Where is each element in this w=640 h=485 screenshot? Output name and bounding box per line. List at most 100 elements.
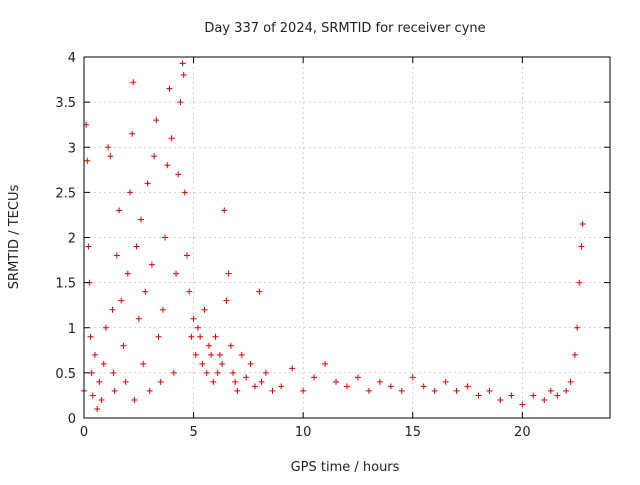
- data-point: [113, 252, 120, 259]
- data-point: [221, 207, 228, 214]
- data-point: [129, 130, 136, 137]
- data-point: [118, 297, 125, 304]
- data-point: [247, 360, 254, 367]
- data-point: [262, 369, 269, 376]
- data-point: [94, 405, 101, 412]
- data-point: [475, 392, 482, 399]
- data-point: [530, 392, 537, 399]
- data-point: [162, 234, 169, 241]
- data-point: [98, 396, 105, 403]
- data-point: [153, 117, 160, 124]
- data-point: [87, 333, 94, 340]
- data-point: [175, 171, 182, 178]
- data-point: [122, 378, 129, 385]
- y-tick-label: 1.5: [55, 277, 76, 292]
- data-point: [124, 270, 131, 277]
- data-point: [563, 387, 570, 394]
- axis-ticks: 0 5 10 15 20 0 0.5 1 1.5 2 2.5 3 3.5 4: [55, 51, 610, 440]
- data-point: [105, 144, 112, 151]
- data-point: [188, 333, 195, 340]
- data-point: [256, 288, 263, 295]
- data-point: [420, 383, 427, 390]
- data-point: [84, 157, 91, 164]
- data-point: [135, 315, 142, 322]
- data-point: [354, 374, 361, 381]
- data-point: [519, 401, 526, 408]
- y-tick-label: 2.5: [55, 186, 76, 201]
- data-point: [133, 243, 140, 250]
- data-point: [576, 279, 583, 286]
- y-axis-label: SRMTID / TECUs: [7, 185, 22, 290]
- y-tick-label: 0: [68, 412, 76, 427]
- data-point: [96, 378, 103, 385]
- data-point: [102, 324, 109, 331]
- data-point: [107, 153, 114, 160]
- data-point: [151, 153, 158, 160]
- data-point: [100, 360, 107, 367]
- data-point: [578, 243, 585, 250]
- data-point: [216, 351, 223, 358]
- data-point: [127, 189, 134, 196]
- data-point: [365, 387, 372, 394]
- data-point: [210, 378, 217, 385]
- data-point: [177, 99, 184, 106]
- data-point: [173, 270, 180, 277]
- grid-lines: [84, 57, 610, 418]
- data-point: [159, 306, 166, 313]
- data-point: [344, 383, 350, 390]
- data-point: [157, 378, 164, 385]
- data-point: [164, 162, 171, 169]
- x-tick-label: 5: [189, 425, 197, 440]
- x-tick-label: 10: [295, 425, 312, 440]
- data-point: [251, 383, 258, 390]
- data-point: [508, 392, 515, 399]
- data-point: [205, 342, 212, 349]
- data-point: [219, 360, 226, 367]
- data-point: [179, 60, 186, 67]
- data-point: [227, 342, 234, 349]
- data-point: [137, 216, 144, 223]
- data-point: [567, 378, 574, 385]
- data-point: [166, 85, 173, 92]
- data-point: [111, 387, 118, 394]
- data-point: [376, 378, 383, 385]
- x-axis-label: GPS time / hours: [291, 460, 400, 475]
- data-point: [497, 396, 504, 403]
- data-point: [212, 333, 219, 340]
- data-points: [81, 60, 586, 412]
- y-tick-label: 0.5: [55, 367, 76, 382]
- data-point: [144, 180, 151, 187]
- data-point: [203, 369, 210, 376]
- data-point: [146, 387, 153, 394]
- data-point: [322, 360, 329, 367]
- data-point: [387, 383, 394, 390]
- x-tick-label: 0: [80, 425, 88, 440]
- x-tick-label: 20: [514, 425, 531, 440]
- data-point: [130, 79, 137, 86]
- data-point: [574, 324, 581, 331]
- y-tick-label: 3.5: [55, 96, 76, 111]
- data-point: [131, 396, 138, 403]
- data-point: [142, 288, 149, 295]
- data-point: [85, 243, 92, 250]
- y-tick-label: 3: [68, 141, 76, 156]
- data-point: [181, 189, 188, 196]
- data-point: [194, 324, 201, 331]
- data-point: [180, 72, 187, 79]
- data-point: [579, 220, 586, 227]
- data-point: [110, 369, 117, 376]
- data-point: [223, 297, 230, 304]
- data-point: [148, 261, 155, 268]
- data-point: [234, 387, 241, 394]
- x-tick-label: 15: [404, 425, 421, 440]
- data-point: [184, 252, 191, 259]
- data-point: [398, 387, 405, 394]
- data-point: [554, 392, 561, 399]
- data-point: [486, 387, 493, 394]
- data-point: [431, 387, 438, 394]
- data-point: [214, 369, 221, 376]
- data-point: [201, 306, 208, 313]
- chart-title: Day 337 of 2024, SRMTID for receiver cyn…: [204, 21, 485, 36]
- data-point: [278, 383, 285, 390]
